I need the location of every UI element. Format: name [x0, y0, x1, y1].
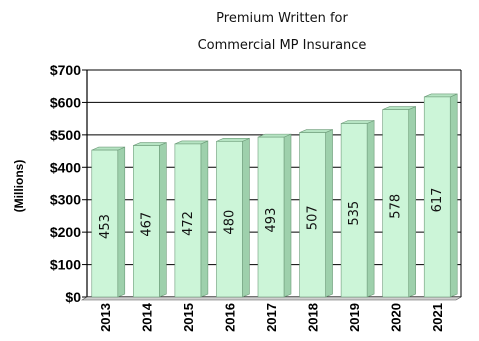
- data-label: 535: [347, 201, 362, 226]
- y-tick-label: $600: [50, 94, 81, 110]
- bar-side: [449, 93, 458, 298]
- bar-side: [366, 120, 375, 298]
- bar-side: [283, 133, 292, 298]
- y-tick-label: $300: [50, 192, 81, 208]
- data-label: 472: [181, 211, 196, 236]
- y-tick-label: $200: [50, 224, 81, 240]
- data-label: 480: [222, 210, 237, 235]
- bar: [382, 109, 409, 298]
- bar: [174, 143, 202, 298]
- x-tick-label: 2018: [306, 303, 321, 332]
- x-tick-label: 2021: [430, 303, 445, 332]
- y-tick-label: $0: [65, 289, 81, 305]
- y-tick-label: $400: [50, 159, 81, 175]
- bar: [299, 132, 326, 298]
- bar: [91, 149, 119, 298]
- x-tick-label: 2015: [181, 303, 196, 332]
- y-axis-label: (Millions): [12, 160, 26, 213]
- floor-edge: [80, 296, 463, 301]
- plot-area: $0 $100 $200 $300 $400 $500 $600 $700 453 2013 467…: [50, 62, 463, 332]
- bar-side: [242, 137, 250, 298]
- x-tick-label: 2016: [222, 303, 237, 332]
- bar: [423, 96, 451, 298]
- bar-side: [325, 129, 333, 298]
- chart-title-line-2: Commercial MP Insurance: [198, 38, 367, 53]
- bar-side: [408, 106, 416, 298]
- bar-side: [200, 140, 209, 298]
- y-tick-label: $100: [50, 257, 81, 273]
- bar: [257, 136, 285, 298]
- x-tick-label: 2013: [98, 303, 113, 332]
- x-tick-label: 2020: [389, 303, 404, 332]
- data-label: 453: [98, 214, 113, 239]
- data-label: 617: [430, 188, 445, 213]
- x-tick-label: 2019: [347, 303, 362, 332]
- y-tick-label: $500: [50, 127, 81, 143]
- bar: [216, 141, 243, 298]
- bar-side: [159, 142, 167, 298]
- data-label: 507: [306, 205, 321, 230]
- data-label: 578: [389, 194, 404, 219]
- data-label: 467: [139, 212, 154, 237]
- bar-side: [117, 146, 126, 298]
- y-tick-label: $700: [50, 62, 81, 78]
- bar: [340, 123, 368, 298]
- data-label: 493: [264, 208, 279, 233]
- x-tick-label: 2017: [264, 303, 279, 332]
- x-tick-label: 2014: [139, 302, 154, 332]
- chart-title-line-1: Premium Written for: [216, 11, 348, 26]
- bar: [133, 145, 160, 298]
